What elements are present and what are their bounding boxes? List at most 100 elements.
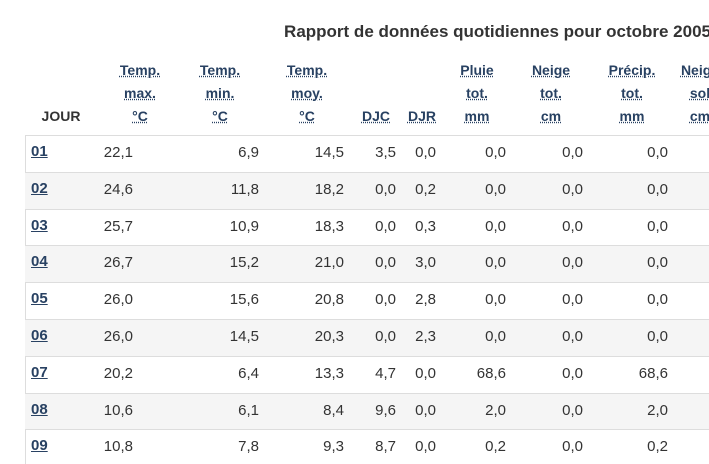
table-cell: 8,4 <box>323 401 344 419</box>
table-cell: 26,0 <box>103 328 133 345</box>
column-header[interactable]: Pluie tot. mm <box>437 59 517 128</box>
table-cell: 0,0 <box>647 254 668 272</box>
header-line: DJC <box>361 108 390 124</box>
day-link[interactable]: 08 <box>31 400 48 418</box>
table-cell: 3,0 <box>415 254 436 272</box>
table-cell: 13,3 <box>314 364 344 382</box>
table-cell: 20,2 <box>103 364 133 382</box>
column-header: JOUR <box>21 105 101 128</box>
table-cell: 14,5 <box>314 144 344 161</box>
table-cell: 0,0 <box>485 144 506 161</box>
table-cell: 0,0 <box>375 254 396 272</box>
table-cell: 0,0 <box>647 180 668 198</box>
header-line: cm <box>540 108 562 124</box>
header-line: min. <box>205 85 235 101</box>
header-line: max. <box>124 85 156 101</box>
table-cell: 6,9 <box>238 144 259 161</box>
table-border <box>25 135 26 464</box>
header-line: moy. <box>291 85 323 101</box>
header-line: JOUR <box>41 108 81 124</box>
day-link[interactable]: 02 <box>31 179 48 197</box>
table-row <box>25 319 709 357</box>
table-cell: 0,0 <box>415 438 436 456</box>
table-cell: 25,7 <box>103 217 133 235</box>
day-link[interactable]: 07 <box>31 363 48 381</box>
header-line: °C <box>299 108 315 124</box>
table-row <box>25 245 709 284</box>
table-cell: 10,8 <box>103 438 133 456</box>
table-cell: 68,6 <box>476 364 506 382</box>
table-cell: 0,0 <box>375 328 396 345</box>
table-row <box>25 355 709 394</box>
day-link[interactable]: 06 <box>31 327 48 344</box>
day-link[interactable]: 05 <box>31 290 48 308</box>
table-cell: 4,7 <box>375 364 396 382</box>
header-line: mm <box>619 108 645 124</box>
table-cell: 0,0 <box>647 217 668 235</box>
header-line: mm <box>464 108 490 124</box>
table-cell: 9,6 <box>375 401 396 419</box>
table-cell: 15,6 <box>229 291 259 309</box>
table-cell: 0,0 <box>375 180 396 198</box>
table-cell: 0,0 <box>485 180 506 198</box>
header-line: DJR <box>407 108 436 124</box>
table-cell: 26,7 <box>103 254 133 272</box>
table-row <box>25 429 709 464</box>
table-cell: 0,2 <box>415 180 436 198</box>
column-header[interactable]: Précip. tot. mm <box>592 59 672 128</box>
header-line: tot. <box>621 85 643 101</box>
table-cell: 0,0 <box>375 217 396 235</box>
table-cell: 2,8 <box>415 291 436 309</box>
table-cell: 21,0 <box>314 254 344 272</box>
header-line: Précip. <box>608 62 656 78</box>
table-cell: 0,0 <box>562 180 583 198</box>
table-cell: 0,0 <box>562 144 583 161</box>
column-header[interactable]: Temp. max. °C <box>100 59 180 128</box>
table-cell: 0,2 <box>485 438 506 456</box>
table-cell: 3,5 <box>375 144 396 161</box>
table-cell: 18,3 <box>314 217 344 235</box>
table-cell: 0,0 <box>562 254 583 272</box>
table-cell: 6,1 <box>238 401 259 419</box>
table-cell: 0,0 <box>647 328 668 345</box>
day-link[interactable]: 09 <box>31 437 48 455</box>
table-cell: 6,4 <box>238 364 259 382</box>
header-line: °C <box>212 108 228 124</box>
day-link[interactable]: 01 <box>31 143 48 160</box>
table-cell: 0,0 <box>562 364 583 382</box>
column-header[interactable]: Neige sol cm <box>660 59 709 128</box>
table-cell: 0,0 <box>647 144 668 161</box>
table-cell: 68,6 <box>638 364 668 382</box>
table-cell: 0,0 <box>562 401 583 419</box>
table-cell: 7,8 <box>238 438 259 456</box>
table-cell: 0,0 <box>562 217 583 235</box>
table-row <box>25 135 709 173</box>
header-line: sol <box>689 85 709 101</box>
table-cell: 0,0 <box>485 328 506 345</box>
column-header[interactable]: DJR <box>382 105 462 128</box>
table-cell: 8,7 <box>375 438 396 456</box>
column-header[interactable]: Temp. moy. °C <box>267 59 347 128</box>
table-cell: 0,0 <box>375 291 396 309</box>
table-cell: 11,8 <box>230 180 259 198</box>
day-link[interactable]: 03 <box>31 216 48 234</box>
header-line: tot. <box>466 85 488 101</box>
table-cell: 18,2 <box>314 180 344 198</box>
table-cell: 0,0 <box>415 144 436 161</box>
header-line: Neige <box>680 62 709 78</box>
report-title: Rapport de données quotidiennes pour oct… <box>284 22 709 41</box>
day-link[interactable]: 04 <box>31 253 48 271</box>
table-cell: 15,2 <box>229 254 259 272</box>
table-cell: 0,0 <box>647 291 668 309</box>
table-cell: 0,0 <box>562 328 583 345</box>
table-cell: 2,0 <box>647 401 668 419</box>
table-cell: 0,0 <box>562 438 583 456</box>
column-header[interactable]: Temp. min. °C <box>180 59 260 128</box>
table-cell: 0,0 <box>415 401 436 419</box>
column-header[interactable]: DJC <box>336 105 416 128</box>
table-cell: 20,8 <box>314 291 344 309</box>
table-cell: 0,0 <box>562 291 583 309</box>
column-header[interactable]: Neige tot. cm <box>511 59 591 128</box>
table-cell: 0,2 <box>647 438 668 456</box>
